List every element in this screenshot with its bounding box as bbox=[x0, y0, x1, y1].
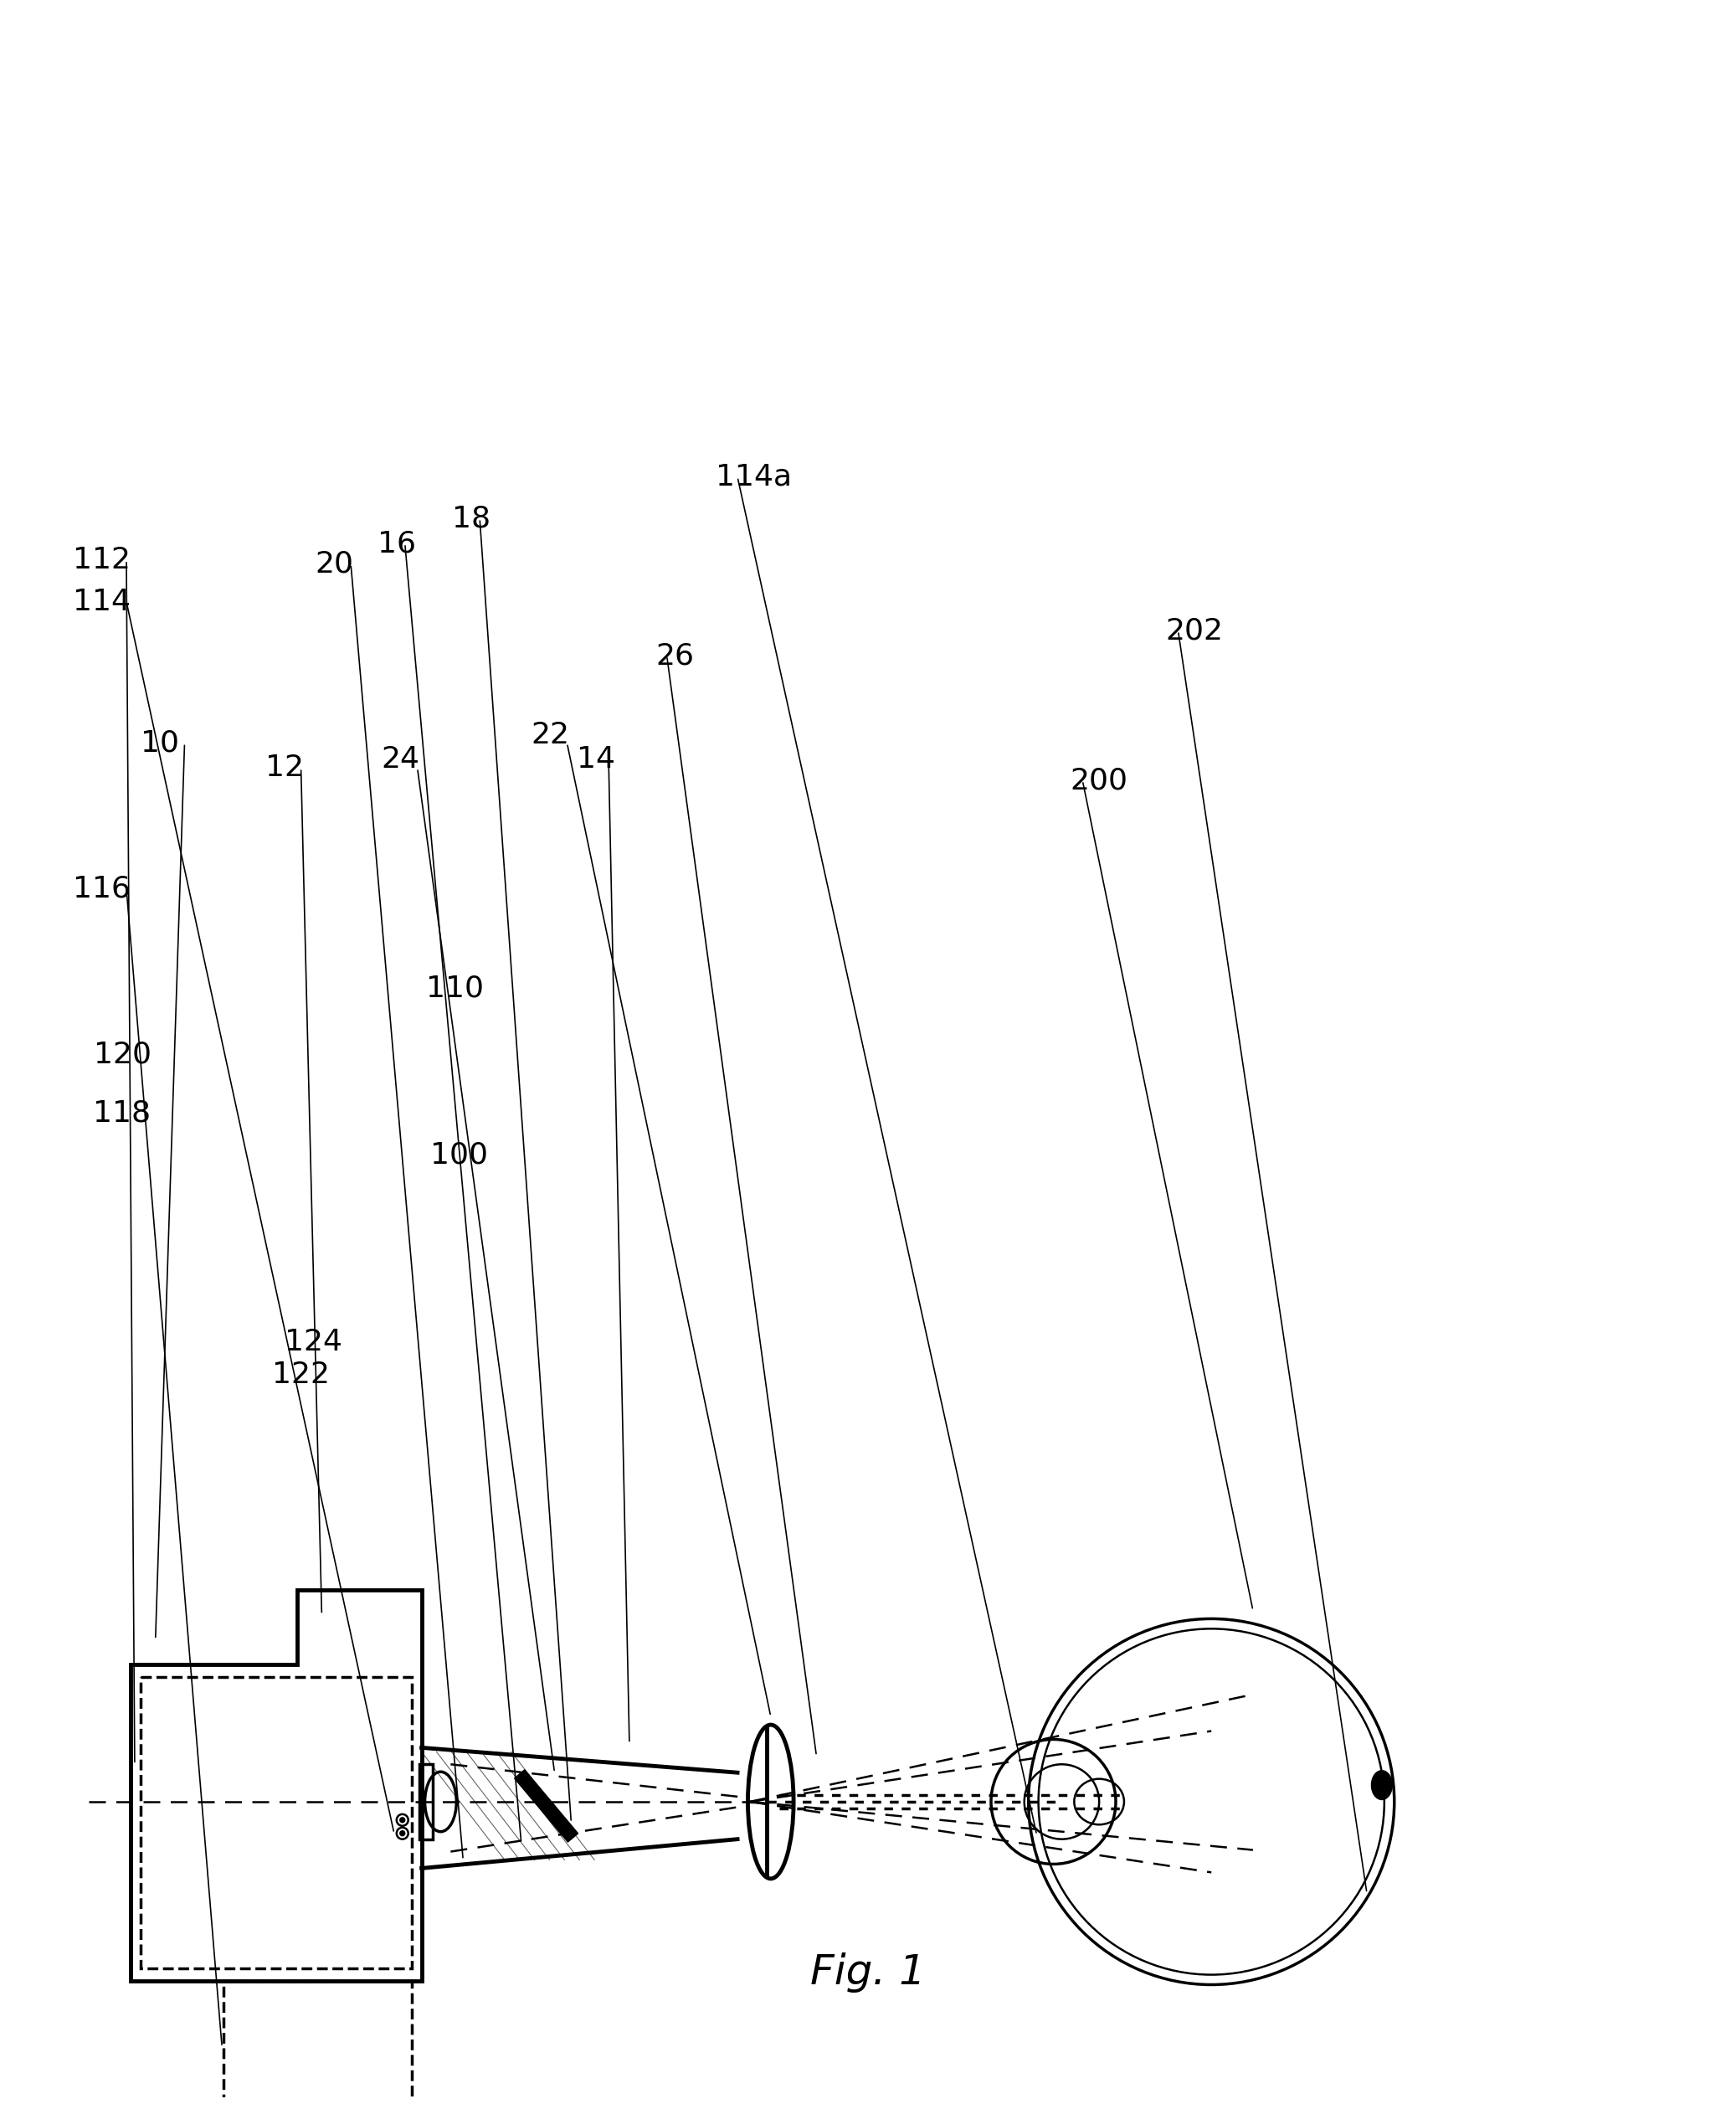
Text: 100: 100 bbox=[431, 1140, 488, 1170]
Circle shape bbox=[399, 1818, 404, 1822]
Text: 116: 116 bbox=[73, 875, 130, 903]
Text: 110: 110 bbox=[425, 974, 484, 1004]
Text: 12: 12 bbox=[266, 753, 304, 783]
Text: 120: 120 bbox=[94, 1041, 151, 1069]
Text: 16: 16 bbox=[377, 530, 417, 558]
Text: 24: 24 bbox=[382, 745, 420, 774]
Text: 14: 14 bbox=[576, 745, 615, 774]
Text: Fig. 1: Fig. 1 bbox=[811, 1953, 925, 1992]
Text: 114a: 114a bbox=[715, 463, 792, 490]
Text: 118: 118 bbox=[94, 1098, 151, 1128]
Text: 200: 200 bbox=[1071, 766, 1128, 795]
Text: 22: 22 bbox=[531, 720, 569, 749]
Text: 18: 18 bbox=[451, 505, 491, 532]
Text: 10: 10 bbox=[141, 728, 179, 757]
Text: 114: 114 bbox=[73, 587, 130, 616]
Text: 112: 112 bbox=[73, 545, 130, 574]
Bar bbox=[418, 1765, 432, 1839]
Text: 124: 124 bbox=[285, 1328, 342, 1357]
Ellipse shape bbox=[1371, 1772, 1392, 1799]
Text: 20: 20 bbox=[314, 549, 354, 579]
Circle shape bbox=[399, 1830, 404, 1837]
Text: 26: 26 bbox=[656, 642, 694, 669]
Text: 202: 202 bbox=[1167, 616, 1224, 646]
Text: 122: 122 bbox=[273, 1361, 330, 1389]
Polygon shape bbox=[514, 1769, 578, 1841]
